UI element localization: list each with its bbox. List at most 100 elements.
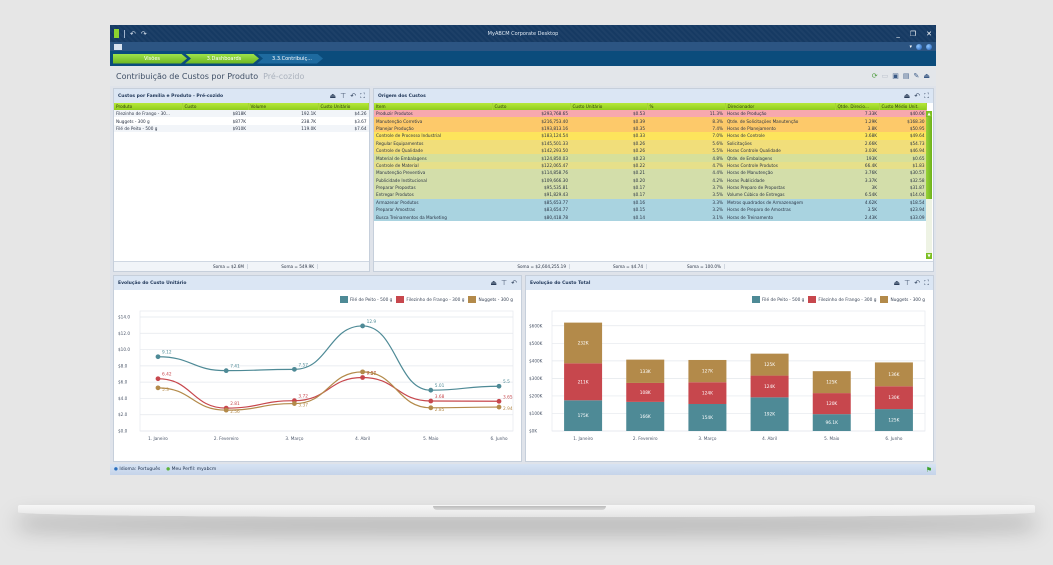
legend-item[interactable]: Nuggets - 300 g <box>880 296 925 303</box>
breadcrumb-item-visoes[interactable]: Visões <box>113 54 187 64</box>
table-row[interactable]: Filezinho de Frango - 30... $818K 192.1K… <box>114 110 369 118</box>
legend-item[interactable]: Filé de Peito - 500 g <box>339 296 392 303</box>
restore-button[interactable]: ❐ <box>909 29 917 38</box>
undo-icon[interactable]: ↶ <box>130 29 136 38</box>
undo-icon[interactable]: ↶ <box>914 91 921 100</box>
svg-text:$2.0: $2.0 <box>118 412 128 417</box>
table-row[interactable]: Controle de Qualidade $142,293.50 $0.26 5.5… <box>374 146 927 155</box>
table-row[interactable]: Produzir Produtos $293,768.65 $0.53 11.3% Ho… <box>374 110 927 118</box>
save-icon[interactable]: ▣ <box>892 72 899 80</box>
filter-icon[interactable]: ⊤ <box>501 279 508 287</box>
cell-cost: $95,535.81 <box>544 185 568 191</box>
cell-unit-cost: $0.23 <box>633 155 645 161</box>
cell-cost: $216,753.40 <box>541 118 568 124</box>
chart-legend: Filé de Peito - 500 g Filezinho de Frang… <box>526 290 933 303</box>
column-header[interactable]: Direcionador <box>725 103 836 110</box>
column-header[interactable]: % <box>647 103 726 110</box>
table-row[interactable]: Preparar Propostas $95,535.81 $0.17 3.7% Hor… <box>374 183 927 192</box>
cell-cost: $910K <box>232 125 246 131</box>
refresh-icon[interactable]: ⟳ <box>871 72 878 80</box>
svg-text:3. Março: 3. Março <box>698 436 716 441</box>
export-icon[interactable]: ⏏ <box>903 91 911 100</box>
column-header[interactable]: Custo Médio Unit. <box>879 103 927 110</box>
export-icon[interactable]: ⏏ <box>893 278 901 287</box>
cell-driver-qty: 3.76K <box>864 170 877 176</box>
breadcrumb-item-current[interactable]: 3.3.Contribuiç... <box>257 54 323 64</box>
svg-text:3.65: 3.65 <box>503 394 513 400</box>
export-icon[interactable]: ⏏ <box>329 91 337 100</box>
svg-text:2. Fevereiro: 2. Fevereiro <box>214 436 239 441</box>
redo-icon[interactable]: ↷ <box>140 29 147 38</box>
globe-icon[interactable] <box>926 43 932 50</box>
filter-icon[interactable]: ⊤ <box>904 278 911 287</box>
table-row[interactable]: Regular Equipamentos $145,501.33 $0.26 5.6%… <box>374 139 927 147</box>
table-row[interactable]: Manutenção Corretiva $216,753.40 $0.39 8.3%… <box>374 117 927 125</box>
svg-text:7.41: 7.41 <box>230 364 240 370</box>
cell-unit-cost: $7.64 <box>354 125 367 131</box>
help-icon[interactable] <box>916 43 922 50</box>
table-row[interactable]: Entregar Produtos $91,829.43 $0.17 3.5% Volu… <box>374 191 927 199</box>
legend-item[interactable]: Filezinho de Frango - 300 g <box>396 296 464 303</box>
column-header[interactable]: Qtde. Direcio... <box>835 103 880 110</box>
export-icon[interactable]: ⏏ <box>923 72 930 80</box>
table-row[interactable]: Busca Treinamentos da Marketing $80,418.7… <box>374 213 927 221</box>
table-row[interactable]: Preparar Amostras $83,654.77 $0.15 3.2% Hora… <box>374 206 927 214</box>
globe-icon: ● <box>114 467 118 472</box>
breadcrumb-item-dashboards[interactable]: 3.Dashboards <box>185 54 259 64</box>
undo-icon[interactable]: ↶ <box>350 91 357 100</box>
column-header[interactable]: Volume <box>248 103 319 110</box>
table-row[interactable]: Controle de Material $122,065.47 $0.22 4.7%… <box>374 161 927 170</box>
legend-item[interactable]: Filé de Peito - 500 g <box>751 296 804 303</box>
table-footer: Soma = $2.6M Soma = 549.9K <box>114 261 369 271</box>
maximize-icon[interactable]: ⛶ <box>924 91 929 100</box>
column-header[interactable]: Custo Unitário <box>570 103 648 110</box>
table-row[interactable]: Planejar Produção $193,813.16 $0.35 7.4% Hor… <box>374 124 927 133</box>
undo-icon[interactable]: ↶ <box>914 278 921 287</box>
panel-header: Evolução do Custo Unitário ⏏ ⊤ ↶ <box>114 276 521 290</box>
filter-icon[interactable]: ⊤ <box>340 91 347 100</box>
profile-indicator[interactable]: ● Meu Perfil: myabcm <box>166 467 217 472</box>
cell-item: Manutenção Preventiva <box>376 170 426 176</box>
edit-icon[interactable]: ✎ <box>913 72 920 80</box>
table-row[interactable]: Publicidade Institucional $109,666.30 $0.2… <box>374 176 927 184</box>
column-header[interactable]: Produto <box>114 103 183 110</box>
cell-unit-cost: $0.26 <box>633 140 645 146</box>
maximize-icon[interactable]: ⛶ <box>924 278 929 287</box>
export-icon[interactable]: ⏏ <box>490 279 498 287</box>
chevron-down-icon[interactable]: ▾ <box>909 43 912 50</box>
legend-item[interactable]: Filezinho de Frango - 300 g <box>808 296 876 303</box>
table-row[interactable]: Manutenção Preventiva $114,858.76 $0.21 4.4… <box>374 169 927 177</box>
svg-text:5. Maio: 5. Maio <box>423 436 439 441</box>
scrollbar-thumb[interactable] <box>926 117 932 199</box>
undo-icon[interactable]: ↶ <box>511 279 517 287</box>
cell-item: Produzir Produtos <box>376 111 413 117</box>
cell-driver: Volume Cúbico de Entregas <box>727 192 785 198</box>
column-header[interactable]: Item <box>374 103 493 110</box>
minimize-button[interactable]: _ <box>896 29 900 38</box>
scroll-up-button[interactable]: ▲ <box>926 111 932 117</box>
comment-icon[interactable]: ▭ <box>881 72 889 80</box>
cell-driver-qty: 1.29K <box>864 118 877 124</box>
column-header[interactable]: Custo <box>182 103 249 110</box>
svg-text:$10.0: $10.0 <box>118 347 130 352</box>
table-row[interactable]: Armazenar Produtos $85,653.77 $0.16 3.3% Met… <box>374 198 927 207</box>
table-row[interactable]: Controle de Processo Industrial $183,124.… <box>374 132 927 140</box>
close-button[interactable]: ✕ <box>926 29 932 38</box>
vertical-scrollbar[interactable]: ▲ ▼ <box>926 111 932 259</box>
panel-toolbar: ⏏ ⊤ ↶ ⛶ <box>893 279 929 288</box>
app-menu-button[interactable] <box>114 43 122 50</box>
legend-item[interactable]: Nuggets - 300 g <box>468 296 513 303</box>
language-indicator[interactable]: ● Idioma: Português <box>114 467 161 472</box>
table-row[interactable]: Material de Embalagens $124,850.03 $0.23 4.… <box>374 154 927 162</box>
svg-text:166K: 166K <box>640 414 651 420</box>
maximize-icon[interactable]: ⛶ <box>360 91 365 100</box>
table-row[interactable]: Filé de Peito - 500 g $910K 119.0K $7.64 <box>114 124 369 133</box>
column-header[interactable]: Custo Unitário <box>318 103 369 110</box>
cell-avg-unit-cost: $23.94 <box>909 207 925 213</box>
column-header[interactable]: Custo <box>492 103 571 110</box>
svg-text:192K: 192K <box>764 412 775 418</box>
table-row[interactable]: Nuggets - 300 g $877K 238.7K $3.67 <box>114 117 369 124</box>
scroll-down-button[interactable]: ▼ <box>926 253 932 259</box>
save-as-icon[interactable]: ▤ <box>902 72 910 80</box>
